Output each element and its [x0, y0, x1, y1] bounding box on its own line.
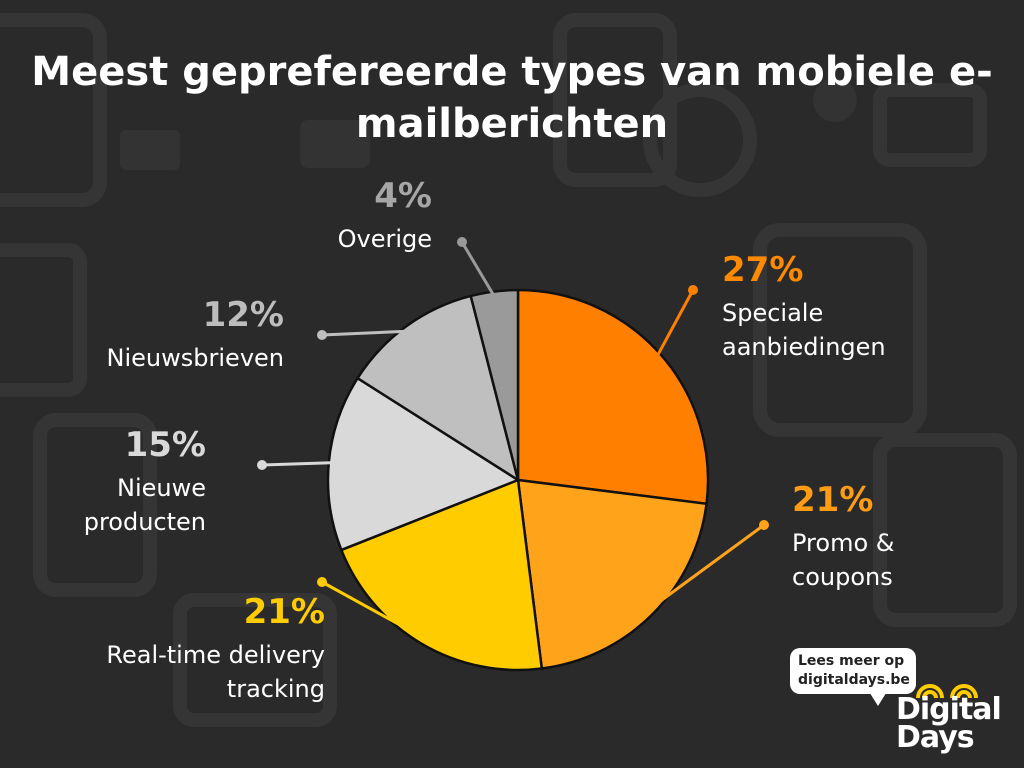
- slice-name-line: Real-time delivery: [106, 641, 325, 669]
- leader-dot-1: [688, 285, 698, 295]
- leader-line-4: [261, 461, 335, 467]
- leader-lines: [257, 237, 769, 640]
- leader-dot-5: [317, 330, 327, 340]
- brand-line2: Days: [896, 720, 975, 755]
- leader-line-3: [321, 580, 426, 640]
- slice-label-1: 27% Speciale aanbiedingen: [722, 250, 886, 364]
- promo-badge[interactable]: Lees meer op digitaldays.be: [790, 648, 916, 694]
- chart-title: Meest geprefereerde types van mobiele e-…: [31, 49, 993, 147]
- leader-dot-6: [457, 237, 467, 247]
- slice-percent: 15%: [124, 425, 206, 465]
- pie-slice-5: [355, 294, 520, 483]
- leader-dot-3: [317, 577, 327, 587]
- slice-name-line: aanbiedingen: [722, 333, 886, 361]
- slice-name-line: Promo &: [792, 529, 895, 557]
- slice-name: Real-time delivery tracking: [40, 638, 325, 706]
- leader-dot-4: [257, 460, 267, 470]
- slice-label-5: 12% Nieuwsbrieven: [40, 295, 284, 375]
- promo-badge-line2: digitaldays.be: [798, 672, 910, 688]
- pie-slice-1: [516, 288, 710, 506]
- slice-percent: 21%: [792, 480, 874, 520]
- slice-label-6: 4% Overige: [200, 176, 432, 256]
- background-icons: [0, 13, 1017, 727]
- slice-name-line: Speciale: [722, 299, 824, 327]
- leader-line-6: [460, 241, 497, 299]
- slice-name: Nieuwsbrieven: [40, 341, 284, 375]
- slice-percent: 27%: [722, 250, 804, 290]
- slice-label-4: 15% Nieuwe producten: [40, 425, 206, 539]
- slice-label-2: 21% Promo & coupons: [792, 480, 894, 594]
- slice-percent: 12%: [202, 295, 284, 335]
- slice-name-line: Overige: [337, 225, 432, 253]
- slice-name: Overige: [200, 222, 432, 256]
- promo-badge-tail: [868, 690, 888, 706]
- leader-dot-2: [759, 520, 769, 530]
- slice-name-line: Nieuwe: [117, 474, 206, 502]
- brand-logo: Digital Days: [896, 692, 1016, 755]
- pie-slice-2: [516, 478, 708, 670]
- leader-line-2: [647, 523, 765, 612]
- slice-name-line: Nieuwsbrieven: [106, 344, 284, 372]
- pie-slice-3: [339, 478, 544, 672]
- slice-name: Nieuwe producten: [40, 471, 206, 539]
- brand-line1: Digital: [896, 692, 1002, 727]
- slice-name: Promo & coupons: [792, 526, 894, 594]
- slice-name: Speciale aanbiedingen: [722, 296, 886, 364]
- leader-line-1: [654, 289, 695, 360]
- slice-percent: 4%: [374, 176, 432, 216]
- slice-name-line: producten: [83, 508, 206, 536]
- leader-line-5: [321, 329, 410, 337]
- wifi-icon: [916, 684, 978, 699]
- pie-chart: [326, 288, 710, 672]
- slice-name-line: tracking: [226, 675, 325, 703]
- slice-label-3: 21% Real-time delivery tracking: [40, 592, 325, 706]
- promo-badge-line1: Lees meer op: [798, 653, 905, 669]
- slice-percent: 21%: [243, 592, 325, 632]
- pie-slice-6: [469, 288, 520, 481]
- slice-name-line: coupons: [792, 563, 893, 591]
